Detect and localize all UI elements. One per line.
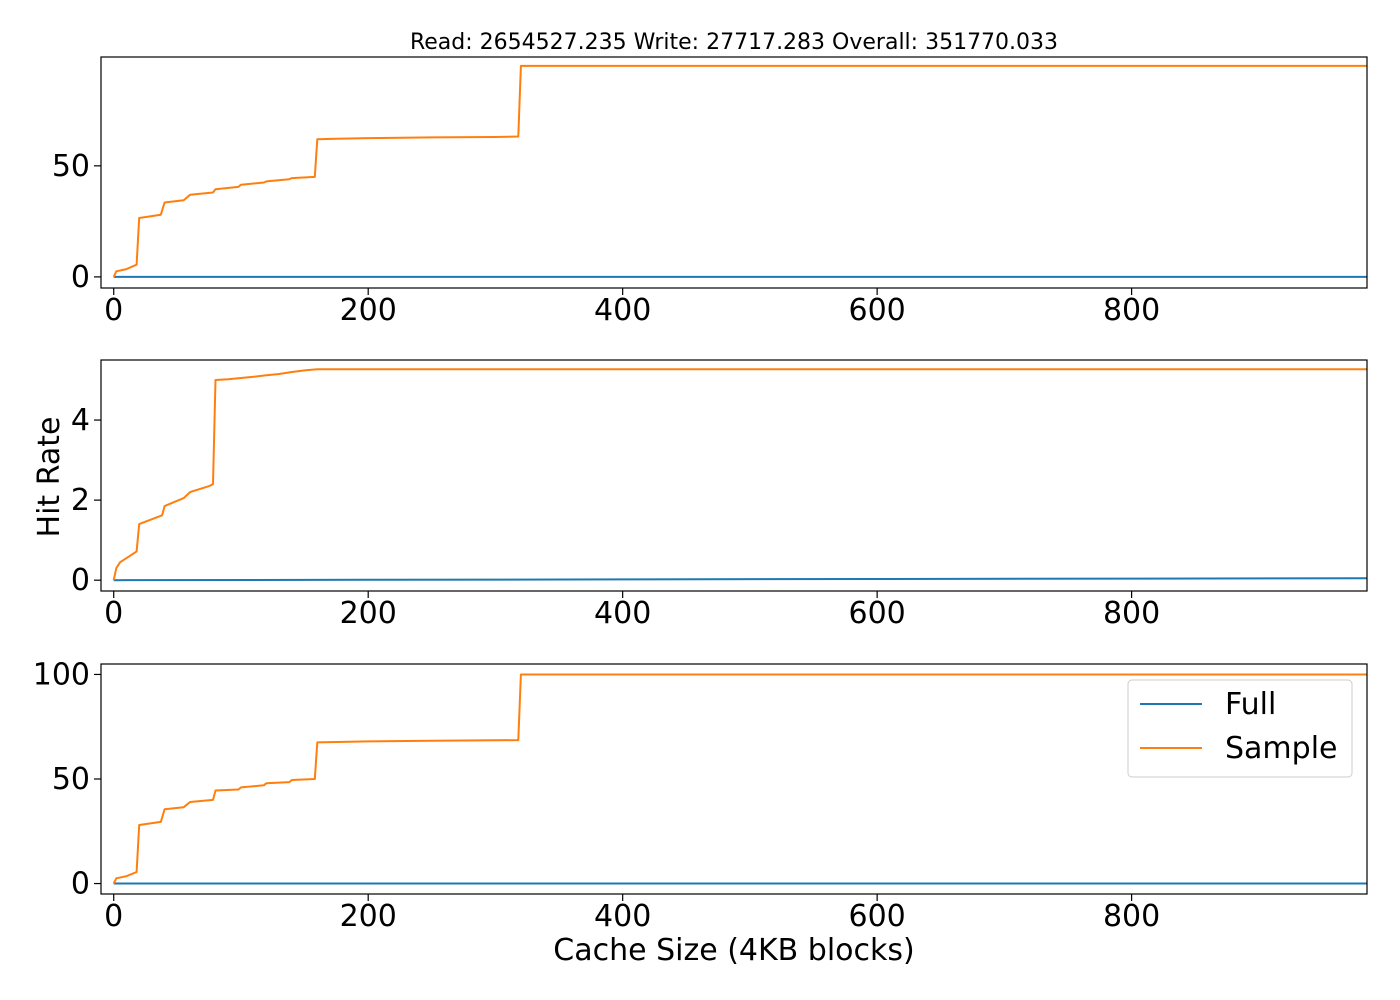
x-tick-label-top: 0 [104, 293, 123, 328]
y-tick-label-middle: 4 [71, 403, 90, 438]
axes-frame-middle [100, 359, 1368, 592]
x-tick-label-middle: 800 [1103, 596, 1160, 631]
x-tick-label-middle: 400 [594, 596, 651, 631]
x-tick-label-bottom: 400 [594, 899, 651, 934]
x-tick-label-top: 600 [849, 293, 906, 328]
x-tick-label-bottom: 800 [1103, 899, 1160, 934]
x-tick-label-bottom: 0 [104, 899, 123, 934]
y-tick-label-middle: 2 [71, 483, 90, 518]
x-tick-label-top: 200 [340, 293, 397, 328]
series-line-sample-bottom [112, 673, 1367, 884]
y-tick-label-bottom: 0 [71, 867, 90, 902]
x-tick-label-middle: 0 [104, 596, 123, 631]
panel-bottom: 0 200 400 600 800 0 50 100 [33, 657, 1368, 934]
series-line-sample-top [112, 64, 1367, 278]
legend: Full Sample [1127, 679, 1353, 778]
panel-middle: 0 200 400 600 800 0 2 4 [71, 359, 1368, 631]
x-axis-label: Cache Size (4KB blocks) [553, 933, 914, 968]
y-tick-label-bottom: 100 [33, 657, 90, 692]
x-tick-label-bottom: 200 [340, 899, 397, 934]
series-line-sample-middle [112, 368, 1367, 581]
panel-top: 0 200 400 600 800 0 50 [52, 56, 1368, 328]
x-tick-label-top: 800 [1103, 293, 1160, 328]
series-line-full-middle [113, 577, 1368, 582]
x-tick-label-middle: 600 [849, 596, 906, 631]
legend-label-full: Full [1225, 687, 1276, 722]
x-tick-label-middle: 200 [340, 596, 397, 631]
legend-label-sample: Sample [1225, 731, 1338, 766]
x-tick-label-top: 400 [594, 293, 651, 328]
y-axis-label: Hit Rate [32, 417, 67, 538]
x-tick-label-bottom: 600 [849, 899, 906, 934]
figure-title: Read: 2654527.235 Write: 27717.283 Overa… [410, 30, 1058, 55]
y-tick-label-middle: 0 [71, 563, 90, 598]
subplot-panels: 0 200 400 600 800 0 50 0 200 400 600 800 0 2 4 0 200 400 6… [33, 56, 1368, 934]
axes-frame-top [100, 56, 1368, 289]
y-tick-label-top: 0 [71, 260, 90, 295]
y-tick-label-top: 50 [52, 149, 90, 184]
y-tick-label-bottom: 50 [52, 762, 90, 797]
